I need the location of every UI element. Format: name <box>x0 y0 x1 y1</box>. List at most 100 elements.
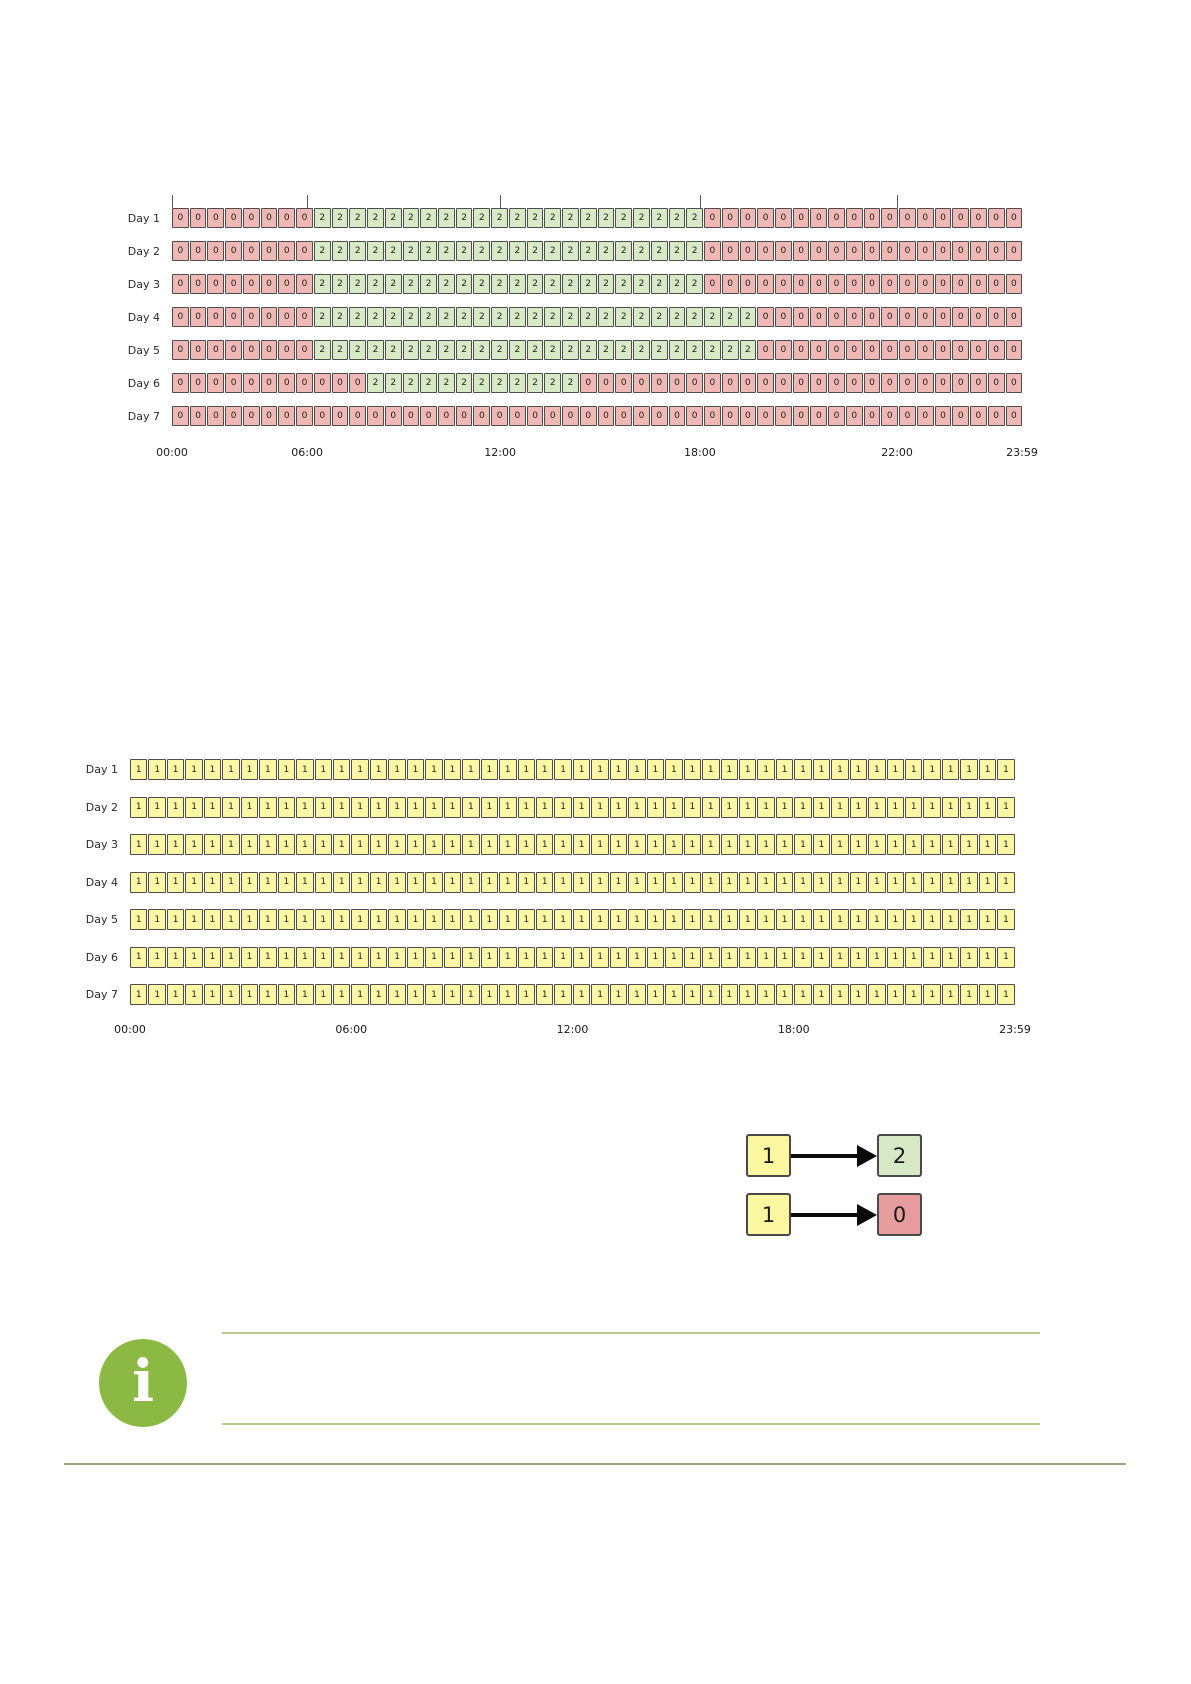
schedule-cell: 1 <box>702 759 720 780</box>
schedule-cell: 0 <box>225 307 242 327</box>
schedule-cell: 1 <box>960 759 978 780</box>
schedule-cell: 1 <box>369 984 388 1005</box>
schedule-cell: 1 <box>166 834 185 855</box>
schedule-cell: 1 <box>277 871 296 893</box>
schedule-cell: 2 <box>384 340 402 360</box>
schedule-cell: 0 <box>189 307 207 327</box>
schedule-cell: 1 <box>406 834 425 855</box>
schedule-cell: 0 <box>863 406 881 426</box>
schedule-cell: 1 <box>738 909 757 930</box>
schedule-cell: 2 <box>455 307 473 327</box>
schedule-cell: 0 <box>899 307 916 327</box>
row-label: Day 6 <box>85 950 118 964</box>
schedule-cell: 1 <box>296 834 314 855</box>
schedule-cell: 0 <box>562 406 579 426</box>
schedule-cell: 1 <box>702 984 720 1005</box>
legend-source-cell: 1 <box>746 1193 791 1236</box>
schedule-cell: 0 <box>934 373 952 393</box>
schedule-cell: 2 <box>473 241 491 261</box>
schedule-cell: 0 <box>739 274 757 294</box>
schedule-cell: 1 <box>812 909 831 930</box>
schedule-cell: 1 <box>388 909 406 930</box>
schedule-cell: 1 <box>997 984 1015 1005</box>
schedule-cell: 0 <box>987 241 1005 261</box>
schedule-cell: 1 <box>997 909 1015 930</box>
schedule-cell: 0 <box>242 274 260 294</box>
schedule-cell: 1 <box>259 871 277 893</box>
schedule-cell: 2 <box>367 307 384 327</box>
schedule-cell: 1 <box>369 759 388 780</box>
schedule-cell: 2 <box>597 307 615 327</box>
schedule-cell: 0 <box>278 241 296 261</box>
schedule-cell: 2 <box>597 208 615 228</box>
schedule-cell: 1 <box>166 759 185 780</box>
schedule-cell: 2 <box>686 340 704 360</box>
schedule-cell: 1 <box>535 871 554 893</box>
schedule-cell: 1 <box>462 984 480 1005</box>
schedule-cell: 0 <box>296 307 313 327</box>
schedule-cell: 1 <box>166 909 185 930</box>
schedule-cell: 1 <box>905 834 923 855</box>
schedule-cell: 0 <box>863 241 881 261</box>
schedule-cell: 1 <box>480 796 499 818</box>
schedule-cell: 1 <box>646 796 665 818</box>
schedule-cell: 0 <box>828 208 845 228</box>
schedule-cell: 1 <box>296 984 314 1005</box>
schedule-cell: 1 <box>425 984 443 1005</box>
legend-source-cell: 1 <box>746 1134 791 1177</box>
schedule-cell: 2 <box>384 307 402 327</box>
schedule-cell: 0 <box>792 307 810 327</box>
schedule-cell: 1 <box>868 909 886 930</box>
schedule-cell: 0 <box>774 373 792 393</box>
schedule-cell: 1 <box>443 946 462 968</box>
schedule-cell: 2 <box>491 274 508 294</box>
schedule-cell: 0 <box>207 307 225 327</box>
schedule-cell: 0 <box>331 406 349 426</box>
schedule-cell: 2 <box>384 241 402 261</box>
schedule-cell: 0 <box>970 373 987 393</box>
schedule-cell: 1 <box>628 871 646 893</box>
schedule-cell: 1 <box>203 984 222 1005</box>
schedule-cell: 0 <box>774 241 792 261</box>
schedule-cell: 1 <box>222 834 240 855</box>
schedule-cell: 0 <box>916 340 934 360</box>
schedule-cell: 1 <box>332 796 351 818</box>
schedule-cell: 1 <box>831 759 849 780</box>
schedule-cell: 0 <box>934 208 952 228</box>
schedule-cell: 0 <box>189 373 207 393</box>
schedule-cell: 1 <box>499 834 517 855</box>
schedule-cell: 1 <box>425 834 443 855</box>
schedule-cell: 1 <box>148 871 166 893</box>
schedule-cell: 1 <box>369 909 388 930</box>
schedule-cell: 1 <box>997 871 1015 893</box>
schedule-cell: 2 <box>650 208 668 228</box>
schedule-cell: 2 <box>562 274 579 294</box>
schedule-cell: 0 <box>278 307 296 327</box>
schedule-cell: 0 <box>881 307 899 327</box>
schedule-cell: 0 <box>952 406 970 426</box>
schedule-cell: 1 <box>369 834 388 855</box>
schedule-cell: 1 <box>443 759 462 780</box>
schedule-cell: 1 <box>443 909 462 930</box>
schedule-cell: 2 <box>526 241 544 261</box>
schedule-cell: 2 <box>579 208 597 228</box>
schedule-cell: 1 <box>812 759 831 780</box>
schedule-cell: 1 <box>148 909 166 930</box>
schedule-cell: 0 <box>579 406 597 426</box>
schedule-cell: 1 <box>886 796 905 818</box>
schedule-cell: 1 <box>923 759 941 780</box>
schedule-cell: 1 <box>240 984 259 1005</box>
schedule-cell: 1 <box>406 909 425 930</box>
schedule-cell: 0 <box>845 274 863 294</box>
schedule-cell: 0 <box>225 208 242 228</box>
axis-tick-label: 23:59 <box>1006 446 1038 459</box>
schedule-cell: 1 <box>351 871 369 893</box>
schedule-cell: 2 <box>544 274 562 294</box>
schedule-cell: 1 <box>757 909 775 930</box>
schedule-cell: 1 <box>978 909 997 930</box>
schedule-cell: 1 <box>905 984 923 1005</box>
schedule-cell: 1 <box>775 946 794 968</box>
schedule-cell: 1 <box>978 984 997 1005</box>
